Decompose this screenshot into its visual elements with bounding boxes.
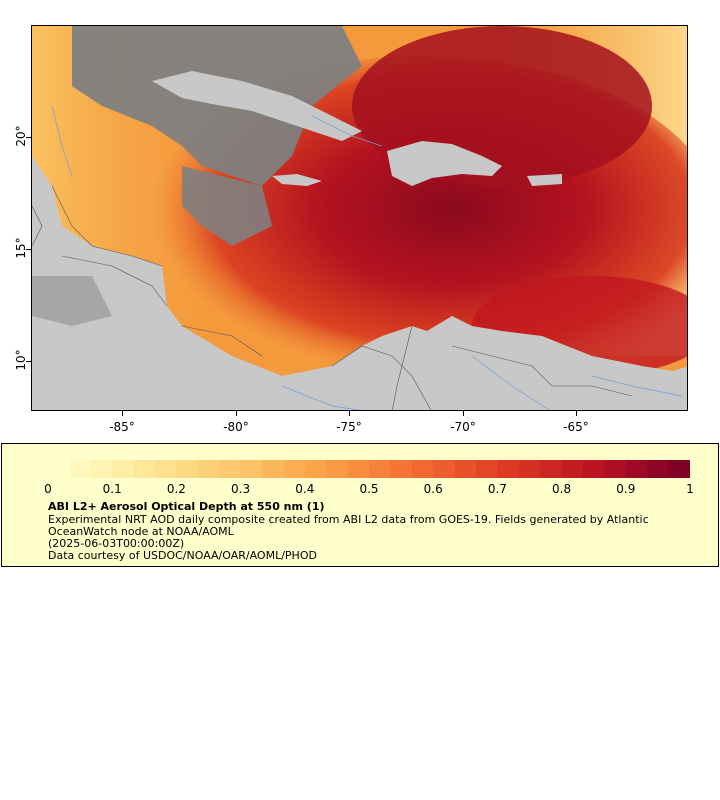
lon-tick-mark [463, 411, 464, 416]
lat-tick-mark [26, 361, 31, 362]
lon-label: -85° [109, 420, 135, 434]
colorbar-step [304, 460, 327, 478]
land-puerto-rico [527, 174, 562, 186]
colorbar-step [390, 460, 413, 478]
lon-tick-mark [349, 411, 350, 416]
colorbar-step [540, 460, 563, 478]
colorbar-step [197, 460, 220, 478]
colorbar-step [369, 460, 391, 478]
land-cuba [152, 71, 362, 141]
lon-label: -75° [336, 420, 362, 434]
colorbar-step [69, 460, 92, 478]
land-nodata-patch [32, 276, 112, 326]
lon-tick-mark [576, 411, 577, 416]
legend-title: ABI L2+ Aerosol Optical Depth at 550 nm … [48, 500, 325, 513]
lon-label: -80° [223, 420, 249, 434]
colorbar-step [476, 460, 498, 478]
colorbar [48, 460, 690, 478]
colorbar-step [347, 460, 370, 478]
colorbar-step [454, 460, 477, 478]
colorbar-step [497, 460, 520, 478]
legend-panel: ABI L2+ Aerosol Optical Depth at 550 nm … [1, 443, 719, 567]
colorbar-step [112, 460, 135, 478]
colorbar-step [176, 460, 199, 478]
colorbar-step [90, 460, 113, 478]
rivers [51, 105, 683, 410]
colorbar-step [155, 460, 177, 478]
land-central-america [32, 156, 687, 410]
lon-tick-mark [122, 411, 123, 416]
land-hispaniola [387, 141, 502, 186]
colorbar-step [583, 460, 605, 478]
nodata-honduras [182, 166, 272, 246]
colorbar-step [283, 460, 306, 478]
colorbar-step [411, 460, 434, 478]
colorbar-tick-label: 0.2 [166, 482, 186, 496]
colorbar-step [561, 460, 584, 478]
colorbar-step [625, 460, 648, 478]
nodata-gulf [72, 26, 362, 186]
legend-date: (2025-06-03T00:00:00Z) [48, 537, 185, 550]
lat-label: 20° [14, 125, 28, 147]
land-jamaica [272, 174, 322, 186]
colorbar-step [219, 460, 242, 478]
colorbar-tick-label: 0.8 [552, 482, 572, 496]
colorbar-tick-label: 0.6 [423, 482, 443, 496]
lat-tick-mark [26, 137, 31, 138]
borders [32, 185, 633, 410]
lat-label: 10° [14, 349, 28, 371]
colorbar-step [326, 460, 349, 478]
colorbar-step [668, 460, 690, 478]
colorbar-tick-label: 0.3 [231, 482, 251, 496]
lon-label: -70° [450, 420, 476, 434]
lon-label: -65° [563, 420, 589, 434]
colorbar-step [518, 460, 541, 478]
colorbar-tick-label: 1 [686, 482, 694, 496]
aod-map [32, 26, 687, 410]
colorbar-tick-label: 0.9 [616, 482, 636, 496]
colorbar-step [433, 460, 456, 478]
colorbar-step [48, 460, 70, 478]
colorbar-step [240, 460, 263, 478]
colorbar-tick-label: 0.1 [102, 482, 122, 496]
lat-label: 15° [14, 237, 28, 259]
colorbar-tick-label: 0.7 [487, 482, 507, 496]
colorbar-step [647, 460, 670, 478]
colorbar-tick-label: 0 [44, 482, 52, 496]
map-frame [31, 25, 688, 411]
colorbar-step [604, 460, 627, 478]
legend-credit: Data courtesy of USDOC/NOAA/OAR/AOML/PHO… [48, 549, 317, 562]
colorbar-step [133, 460, 156, 478]
lat-tick-mark [26, 249, 31, 250]
colorbar-step [262, 460, 284, 478]
legend-description: Experimental NRT AOD daily composite cre… [48, 513, 653, 538]
colorbar-tick-label: 0.4 [295, 482, 315, 496]
colorbar-tick-label: 0.5 [359, 482, 379, 496]
lon-tick-mark [236, 411, 237, 416]
